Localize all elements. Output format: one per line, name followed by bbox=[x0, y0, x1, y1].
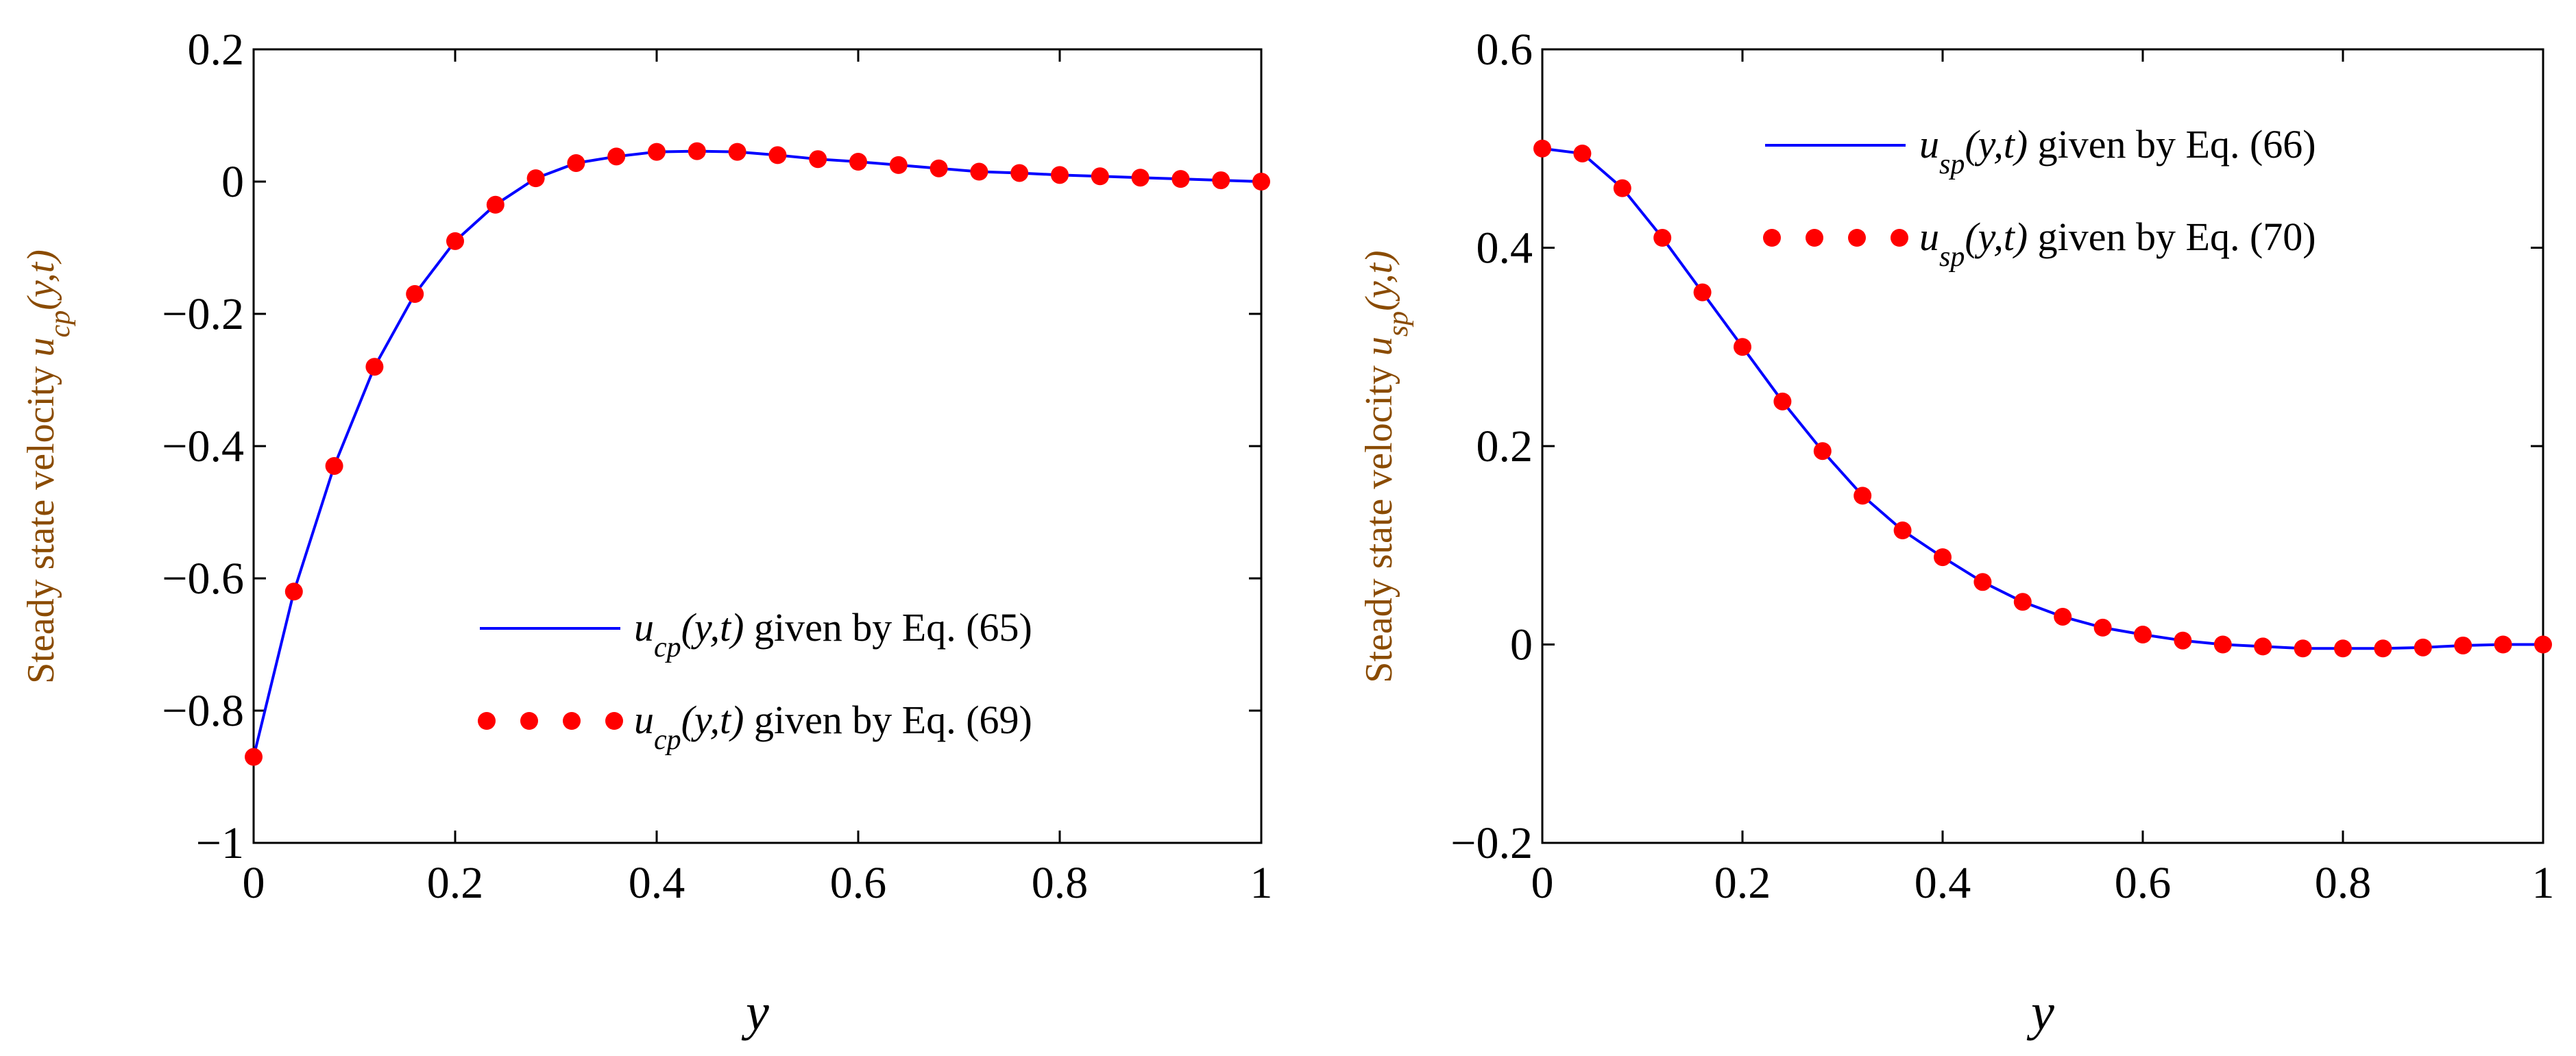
data-point bbox=[768, 146, 787, 164]
legend-marker-swatch bbox=[1848, 229, 1866, 247]
data-point bbox=[648, 143, 666, 161]
data-point bbox=[2134, 626, 2152, 644]
y-tick-label: 0.4 bbox=[1477, 223, 1533, 273]
data-point bbox=[1010, 164, 1029, 182]
legend-marker-swatch bbox=[605, 712, 623, 730]
data-point bbox=[2093, 618, 2112, 637]
data-point bbox=[2534, 635, 2552, 654]
plot-frame bbox=[1541, 48, 2544, 844]
x-tick-label: 0.4 bbox=[1915, 858, 1971, 908]
legend-label-2: usp(y,t) given by Eq. (70) bbox=[1919, 214, 2316, 273]
data-point bbox=[849, 153, 867, 171]
data-point bbox=[567, 154, 585, 172]
data-point bbox=[1973, 573, 1992, 591]
legend-label-2: ucp(y,t) given by Eq. (69) bbox=[634, 698, 1032, 756]
data-point bbox=[2414, 638, 2432, 656]
data-point bbox=[284, 582, 303, 601]
data-point bbox=[1051, 166, 1069, 184]
y-tick-label: −0.2 bbox=[162, 289, 244, 339]
data-point bbox=[2374, 639, 2392, 658]
data-point bbox=[1893, 521, 1912, 540]
data-point bbox=[1734, 338, 1751, 356]
data-point bbox=[1131, 169, 1150, 187]
y-tick-label: −0.2 bbox=[1450, 818, 1533, 868]
data-point bbox=[1091, 167, 1109, 186]
x-tick-label: 0.4 bbox=[629, 858, 685, 908]
legend-label-1: usp(y,t) given by Eq. (66) bbox=[1919, 122, 2316, 180]
data-point bbox=[2494, 635, 2512, 654]
data-point bbox=[889, 156, 908, 174]
data-point bbox=[486, 195, 505, 214]
data-point bbox=[1813, 442, 1832, 461]
y-tick-label: 0.2 bbox=[1477, 421, 1533, 471]
y-tick-label: −0.4 bbox=[162, 421, 244, 471]
x-axis-label: y bbox=[741, 983, 769, 1041]
data-point bbox=[728, 143, 746, 161]
y-tick-label: 0.2 bbox=[188, 25, 245, 75]
legend-marker-swatch bbox=[520, 712, 538, 730]
y-tick-label: 0 bbox=[1510, 620, 1533, 670]
data-point bbox=[970, 162, 988, 181]
data-point bbox=[325, 456, 343, 475]
data-point bbox=[365, 358, 384, 376]
data-point bbox=[2294, 639, 2312, 658]
x-tick-label: 0 bbox=[1531, 858, 1554, 908]
data-point bbox=[1212, 171, 1230, 190]
legend-label-1: ucp(y,t) given by Eq. (65) bbox=[634, 605, 1032, 663]
data-point bbox=[809, 150, 827, 169]
data-point bbox=[1171, 170, 1190, 188]
x-tick-label: 0.8 bbox=[2315, 858, 2372, 908]
data-point bbox=[1252, 173, 1270, 191]
y-tick-label: −0.6 bbox=[162, 554, 244, 604]
data-point bbox=[1854, 487, 1872, 505]
legend-marker-swatch bbox=[1763, 229, 1781, 247]
data-point bbox=[526, 169, 545, 188]
data-point bbox=[2054, 607, 2072, 626]
x-tick-label: 0.2 bbox=[1714, 858, 1771, 908]
data-point bbox=[2013, 593, 2032, 611]
series-line-1 bbox=[252, 149, 1262, 758]
data-point bbox=[1533, 139, 1551, 158]
data-point bbox=[1934, 548, 1952, 567]
data-point bbox=[1773, 392, 1792, 410]
x-axis-label: y bbox=[2026, 983, 2054, 1041]
x-tick-label: 0.8 bbox=[1032, 858, 1089, 908]
x-tick-label: 0 bbox=[243, 858, 265, 908]
data-point bbox=[2334, 639, 2352, 658]
chart-1: −1 −0.8 −0.6 −0.4 −0.2 0 0.2 0 0.2 0.4 0.6 0.8 1 y Ste… bbox=[20, 25, 1273, 1041]
data-point bbox=[2254, 637, 2272, 656]
x-tick-label: 1 bbox=[2532, 858, 2555, 908]
x-tick-label: 0.6 bbox=[2115, 858, 2172, 908]
y-axis-label: Steady state velocity usp(y,t) bbox=[1358, 250, 1414, 683]
data-point bbox=[1693, 283, 1712, 302]
x-tick-label: 0.6 bbox=[830, 858, 887, 908]
data-point bbox=[1613, 179, 1631, 197]
data-point bbox=[245, 748, 263, 766]
legend-marker-swatch bbox=[1806, 229, 1823, 247]
y-tick-label: 0.6 bbox=[1477, 25, 1533, 75]
x-tick-label: 1 bbox=[1250, 858, 1273, 908]
y-axis-label: Steady state velocity ucp(y,t) bbox=[20, 249, 76, 684]
data-point bbox=[2454, 636, 2472, 654]
legend-marker-swatch bbox=[478, 712, 496, 730]
legend-marker-swatch bbox=[563, 712, 581, 730]
y-tick-label: −0.8 bbox=[162, 686, 244, 736]
legend-marker-swatch bbox=[1891, 229, 1908, 247]
data-point bbox=[2174, 631, 2192, 650]
data-point bbox=[1573, 144, 1592, 162]
data-point bbox=[929, 159, 948, 177]
data-point bbox=[2213, 635, 2232, 654]
data-point bbox=[607, 147, 626, 166]
data-point bbox=[1653, 229, 1672, 247]
x-tick-label: 0.2 bbox=[427, 858, 484, 908]
y-tick-label: 0 bbox=[221, 157, 244, 207]
data-point bbox=[688, 142, 706, 160]
y-tick-label: −1 bbox=[196, 818, 244, 868]
data-point bbox=[446, 232, 464, 250]
data-point bbox=[406, 285, 424, 304]
